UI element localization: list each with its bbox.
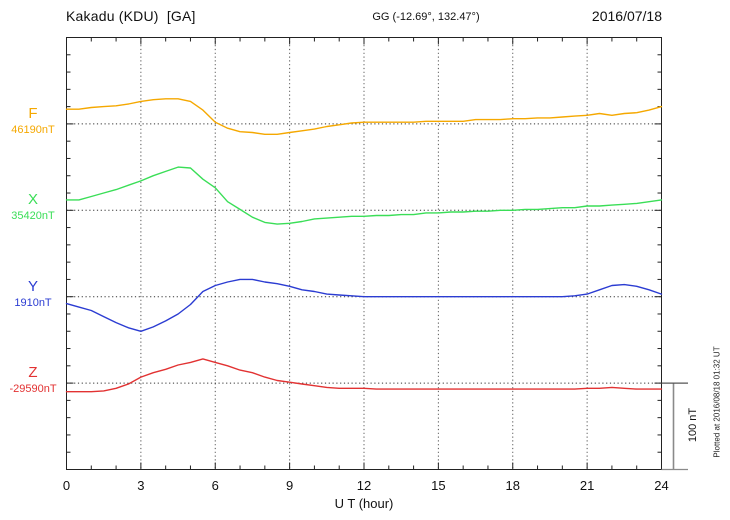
series-label-y: Y 1910nT (2, 279, 64, 309)
series-baseline-value-f: 46190nT (11, 124, 55, 136)
x-tick-label-24: 24 (654, 478, 669, 493)
x-axis-tick-labels: 0 3 6 9 12 15 18 21 24 (0, 478, 730, 494)
trace-z (65, 358, 663, 393)
trace-f (65, 98, 663, 136)
station-title: Kakadu (KDU) [GA] (66, 8, 196, 24)
series-label-f: F 46190nT (2, 106, 64, 136)
trace-y (65, 278, 663, 332)
x-tick-label-21: 21 (579, 478, 595, 493)
x-tick-label-9: 9 (286, 478, 294, 493)
trace-x (65, 166, 663, 225)
series-letter-z: Z (28, 364, 38, 381)
series-label-x: X 35420nT (2, 192, 64, 222)
x-tick-label-12: 12 (356, 478, 372, 493)
series-letter-x: X (27, 191, 38, 208)
series-baseline-value-x: 35420nT (11, 210, 55, 222)
series-baseline-value-z: -29590nT (9, 383, 57, 395)
series-label-z: Z -29590nT (2, 365, 64, 395)
plotted-at-note: Plotted at 2016/08/18 01:32 UT (712, 346, 722, 458)
series-letter-y: Y (27, 278, 38, 295)
x-axis-title: U T (hour) (334, 496, 394, 511)
series-baseline-value-y: 1910nT (14, 297, 52, 309)
x-tick-label-3: 3 (137, 478, 145, 493)
x-tick-label-18: 18 (505, 478, 520, 493)
x-tick-label-6: 6 (211, 478, 219, 493)
plot-date: 2016/07/18 (591, 8, 662, 24)
scale-bar-label: 100 nT (687, 407, 699, 443)
x-tick-label-15: 15 (431, 478, 446, 493)
geographic-coordinates: GG (-12.69°, 132.47°) (372, 11, 480, 23)
series-letter-f: F (28, 105, 38, 122)
x-tick-label-0: 0 (62, 478, 71, 493)
